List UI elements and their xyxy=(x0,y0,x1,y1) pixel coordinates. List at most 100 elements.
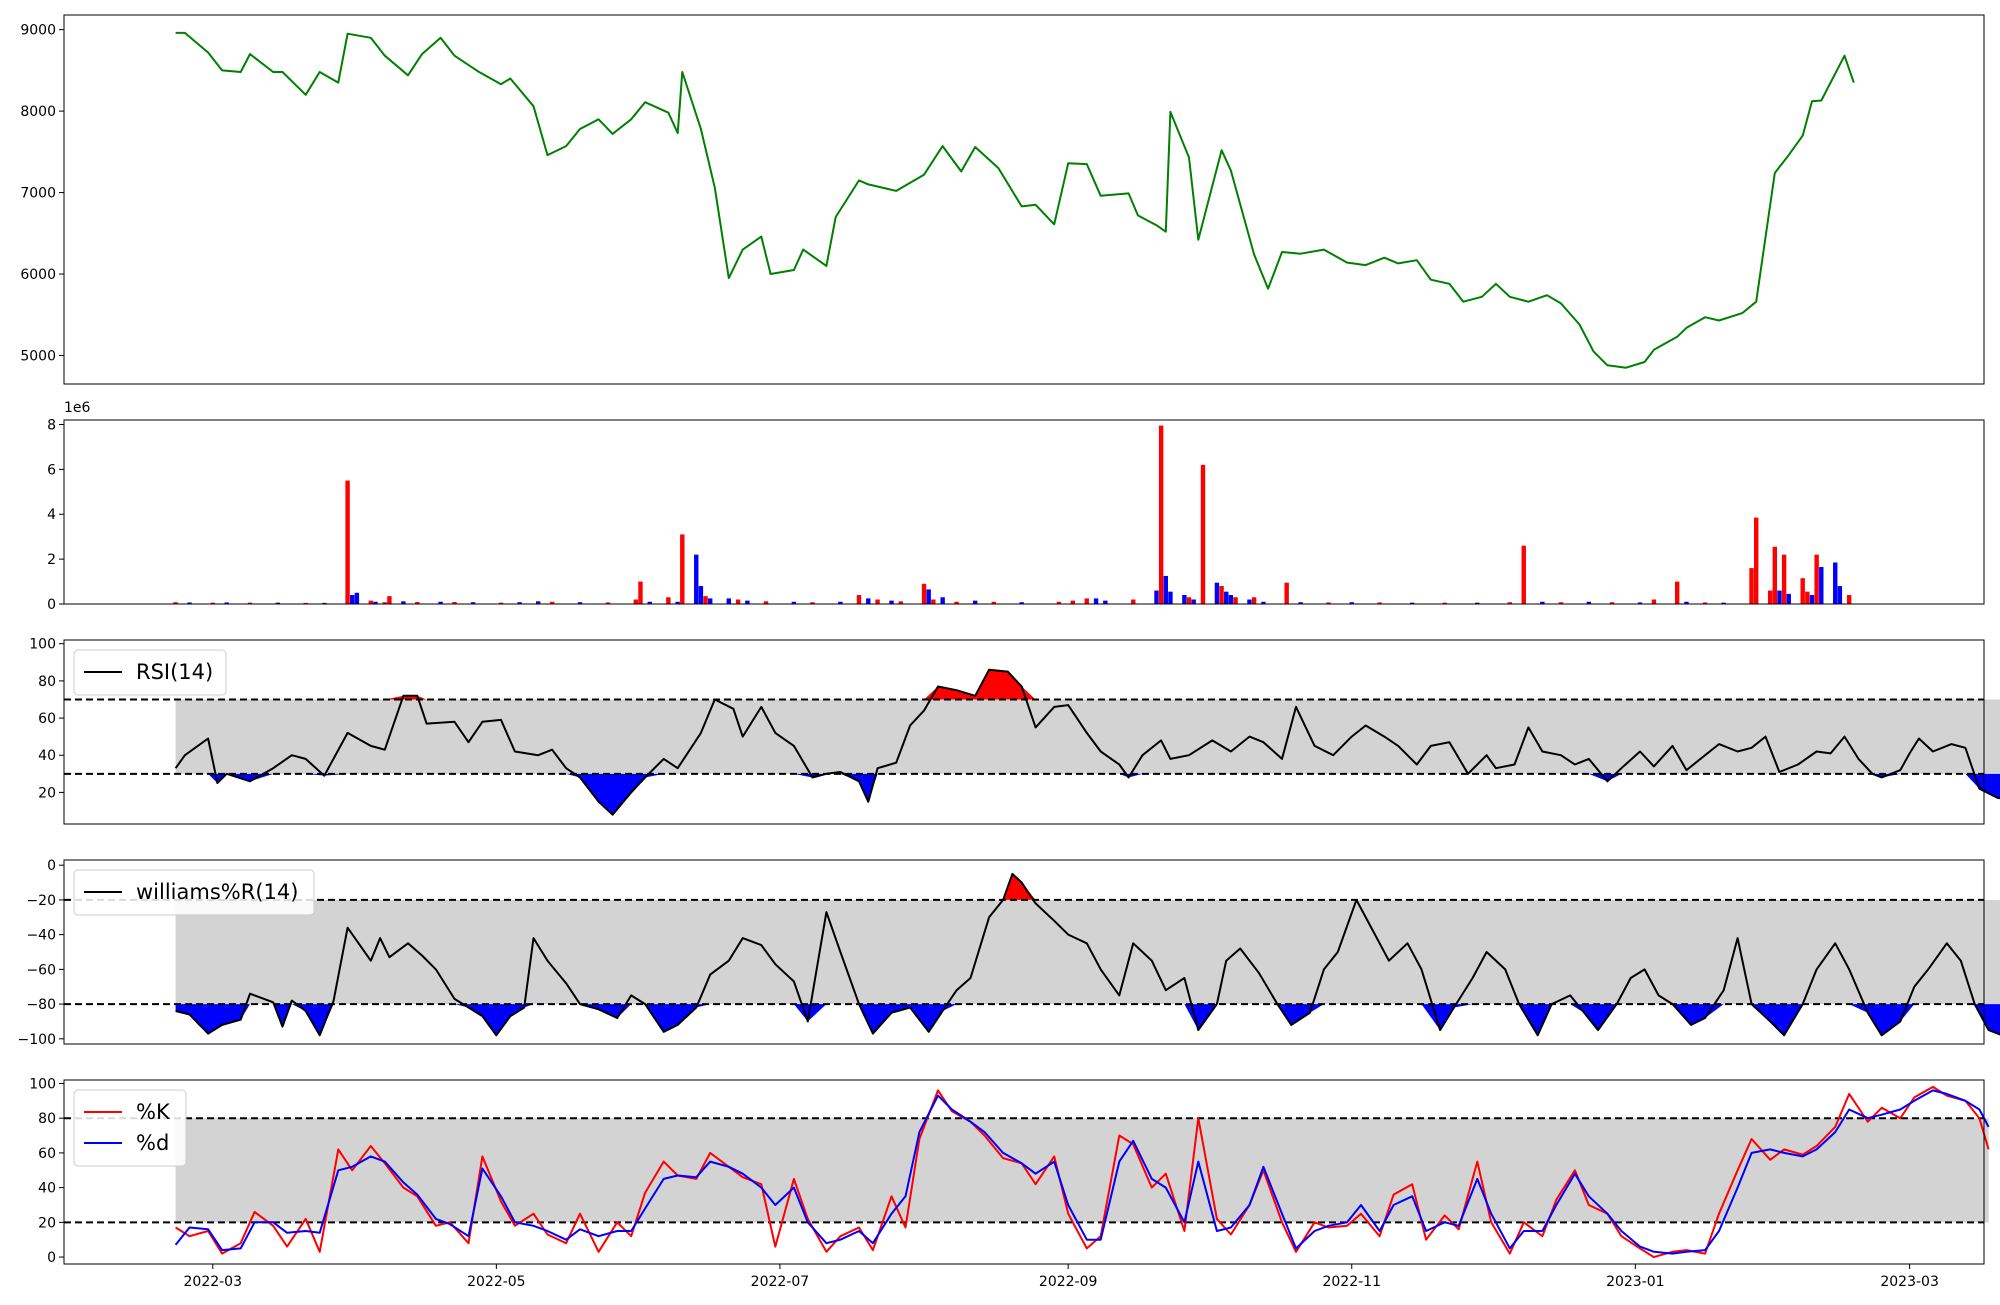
stochastic-ytick-label: 80 xyxy=(38,1111,56,1127)
volume-bar xyxy=(1837,586,1843,604)
volume-bar xyxy=(889,600,894,604)
volume-bar xyxy=(1247,599,1252,604)
volume-bar xyxy=(866,598,871,604)
stochastic-ytick-label: 40 xyxy=(38,1181,56,1197)
price-line xyxy=(175,31,1855,369)
volume-bar xyxy=(940,597,945,604)
williams-overbought-fill xyxy=(175,873,2000,900)
williams-oversold-fill xyxy=(175,1004,2000,1036)
volume-bar xyxy=(1103,600,1108,604)
price-panel: 5000 6000 7000 8000 9000 xyxy=(20,14,1985,385)
volume-bar xyxy=(633,599,639,604)
volume-bar xyxy=(1521,545,1526,604)
volume-bar xyxy=(1507,602,1513,604)
volume-bar xyxy=(1200,464,1206,604)
volume-bar xyxy=(1781,554,1787,604)
volume-bar xyxy=(322,602,327,604)
volume-bar xyxy=(1131,599,1136,604)
volume-bar xyxy=(1093,598,1099,604)
williams-legend-label: williams%R(14) xyxy=(136,880,298,904)
volume-bar xyxy=(703,596,708,604)
volume-bar xyxy=(1637,602,1643,604)
stochastic-ytick-label: 100 xyxy=(29,1076,56,1092)
volume-bar xyxy=(1772,546,1777,604)
rsi-ytick-label: 20 xyxy=(38,785,56,801)
volume-ytick-label: 2 xyxy=(47,552,56,568)
volume-bar xyxy=(1819,566,1824,604)
volume-bar xyxy=(647,601,652,604)
williams-ytick-label: −80 xyxy=(26,997,56,1013)
stochastic-band-fill xyxy=(175,1118,1989,1223)
volume-bar xyxy=(1261,601,1266,604)
volume-bar xyxy=(838,601,843,604)
stoch-d-line xyxy=(174,1089,1990,1255)
volume-bar xyxy=(1442,602,1447,604)
volume-frame xyxy=(63,419,1985,605)
volume-bar xyxy=(1749,568,1754,604)
williams-legend: williams%R(14) xyxy=(73,869,315,916)
price-frame xyxy=(63,14,1985,385)
volume-bar xyxy=(810,602,815,604)
volume-bar xyxy=(791,601,797,604)
volume-bar xyxy=(1814,554,1819,604)
volume-bar xyxy=(1228,595,1234,604)
rsi-ytick-label: 80 xyxy=(38,674,56,690)
volume-bar xyxy=(926,589,931,604)
volume-bar xyxy=(763,601,769,604)
volume-bar xyxy=(303,602,308,604)
volume-bar xyxy=(1186,597,1192,604)
x-tick-label: 2022-09 xyxy=(1039,1274,1098,1290)
stochastic-ytick-label: 0 xyxy=(47,1250,56,1266)
volume-bar xyxy=(1084,598,1089,604)
price-ytick-label: 6000 xyxy=(20,267,56,283)
volume-panel: 1e6 0 2 4 6 8 xyxy=(47,400,1985,613)
williams-ytick-label: −20 xyxy=(26,893,56,909)
volume-bar xyxy=(415,601,420,604)
stochastic-legend: %K %d xyxy=(73,1089,187,1167)
williams-ytick-label: −40 xyxy=(26,928,56,944)
volume-bar xyxy=(387,596,392,604)
volume-bar xyxy=(921,583,927,604)
rsi-legend-label: RSI(14) xyxy=(136,660,213,684)
volume-bar xyxy=(1251,597,1257,604)
volume-bar xyxy=(1219,586,1224,604)
volume-bar xyxy=(173,602,178,604)
volume-bar xyxy=(1191,599,1196,604)
volume-bar xyxy=(1158,425,1164,604)
rsi-band-fill xyxy=(175,699,2000,774)
volume-bar xyxy=(1214,582,1220,604)
volume-bar xyxy=(1163,575,1168,604)
rsi-ytick-label: 60 xyxy=(38,711,56,727)
williams-ytick-label: −60 xyxy=(26,962,56,978)
volume-bar xyxy=(856,595,862,604)
volume-bar xyxy=(345,480,350,604)
x-tick-label: 2022-05 xyxy=(467,1274,526,1290)
stochastic-ytick-label: 60 xyxy=(38,1146,56,1162)
volume-bar xyxy=(1168,591,1173,604)
volume-bar xyxy=(470,602,476,604)
volume-bar xyxy=(638,581,643,604)
volume-bar xyxy=(1777,590,1782,604)
stochastic-legend-label: %K xyxy=(136,1100,171,1124)
volume-bar xyxy=(1800,578,1805,604)
volume-bar xyxy=(224,602,229,604)
stochastic-legend-label: %d xyxy=(136,1131,169,1155)
volume-bar xyxy=(726,598,731,604)
volume-bar xyxy=(438,601,443,604)
volume-bar xyxy=(368,600,374,604)
rsi-line xyxy=(174,668,2000,816)
volume-bar xyxy=(991,601,996,604)
williams-band-fill xyxy=(175,899,2000,1005)
volume-bar xyxy=(735,599,741,604)
volume-ytick-label: 8 xyxy=(47,417,56,433)
volume-bar xyxy=(707,598,713,604)
volume-bar xyxy=(1586,601,1592,604)
volume-bar xyxy=(1684,601,1689,604)
volume-ytick-label: 4 xyxy=(47,507,56,523)
x-tick-label: 2022-03 xyxy=(184,1274,243,1290)
volume-bar xyxy=(1805,591,1810,604)
volume-bar xyxy=(1409,602,1415,604)
volume-bar xyxy=(898,601,904,604)
volume-bar xyxy=(1786,593,1791,604)
